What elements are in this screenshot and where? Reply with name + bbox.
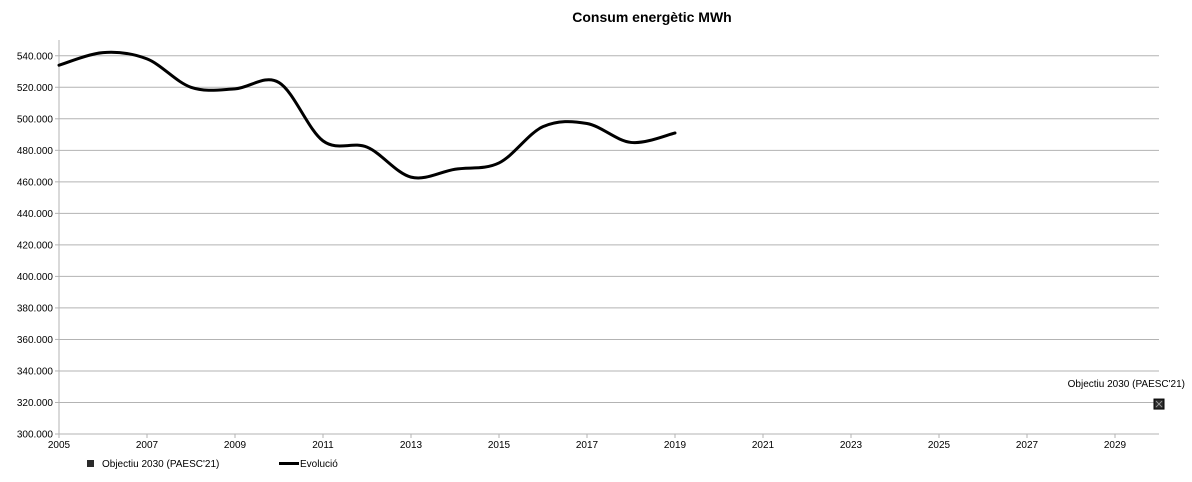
grid-lines [59, 55, 1159, 435]
legend-marker-objectiu-2030 [87, 460, 94, 467]
y-tick-label: 540.000 [17, 51, 54, 62]
x-tick-label: 2015 [488, 440, 511, 451]
x-tick-label: 2013 [400, 440, 423, 451]
y-tick-label: 520.000 [17, 83, 54, 94]
x-tick-label: 2025 [928, 440, 951, 451]
y-axis-ticks: 300.000 320.000 340.000 360.000 380.000 400.0… [17, 51, 54, 440]
x-tick-label: 2019 [664, 440, 687, 451]
y-tick-label: 500.000 [17, 114, 54, 125]
annotations: Objectiu 2030 (PAESC'21) [1068, 379, 1185, 390]
y-tick-label: 360.000 [17, 335, 54, 346]
marker-cross [1155, 400, 1163, 408]
x-tick-label: 2023 [840, 440, 863, 451]
x-tick-label: 2029 [1104, 440, 1127, 451]
y-tick-label: 300.000 [17, 430, 54, 441]
y-tick-label: 460.000 [17, 177, 54, 188]
y-tick-label: 480.000 [17, 146, 54, 157]
axes [55, 40, 1159, 438]
legend: Objectiu 2030 (PAESC'21) Evolució [87, 459, 338, 470]
x-tick-label: 2021 [752, 440, 775, 451]
y-tick-label: 320.000 [17, 398, 54, 409]
x-tick-label: 2017 [576, 440, 599, 451]
y-tick-label: 420.000 [17, 240, 54, 251]
series [57, 50, 1165, 410]
x-tick-label: 2027 [1016, 440, 1039, 451]
x-tick-label: 2011 [312, 440, 334, 451]
legend-label-objectiu-2030: Objectiu 2030 (PAESC'21) [102, 459, 219, 470]
y-tick-label: 380.000 [17, 303, 54, 314]
series-line-evolucio [57, 50, 677, 180]
y-tick-label: 340.000 [17, 366, 54, 377]
y-tick-label: 400.000 [17, 272, 54, 283]
x-axis-ticks: 2005 2007 2009 2011 2013 2015 2017 2019 2021 2023… [48, 440, 1127, 451]
legend-label-evolucio: Evolució [300, 459, 338, 470]
x-tick-label: 2005 [48, 440, 71, 451]
y-tick-label: 440.000 [17, 209, 54, 220]
x-tick-label: 2007 [136, 440, 159, 451]
chart-title: Consum energètic MWh [572, 9, 731, 25]
annotation-label: Objectiu 2030 (PAESC'21) [1068, 379, 1185, 390]
x-tick-label: 2009 [224, 440, 247, 451]
